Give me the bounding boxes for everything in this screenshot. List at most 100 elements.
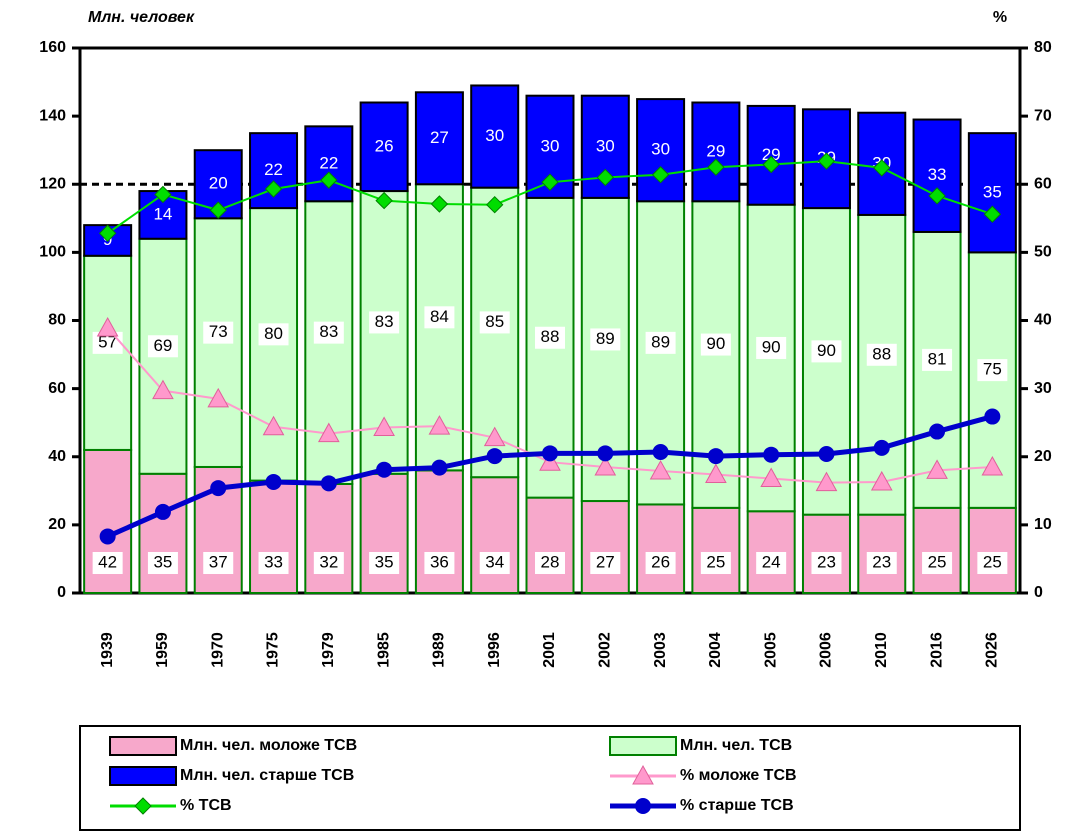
data-label-bg bbox=[866, 552, 897, 574]
line-marker bbox=[265, 473, 282, 490]
data-label-bg bbox=[203, 321, 234, 344]
y2-tick-label: 60 bbox=[1034, 175, 1052, 192]
line-marker bbox=[264, 180, 283, 198]
data-label: 88 bbox=[541, 327, 560, 346]
line-marker bbox=[873, 159, 891, 177]
data-label: 34 bbox=[485, 552, 504, 571]
line-marker bbox=[207, 387, 230, 408]
data-label-bg bbox=[424, 552, 455, 574]
data-label-bg bbox=[479, 311, 510, 334]
data-label-bg bbox=[811, 552, 842, 574]
bar-segment bbox=[912, 506, 962, 594]
line-marker bbox=[542, 445, 558, 462]
data-label-bg bbox=[590, 552, 621, 574]
x-tick-label: 2026 bbox=[984, 632, 1001, 668]
legend-marker bbox=[134, 797, 152, 815]
data-label: 28 bbox=[541, 552, 560, 571]
data-label-bg bbox=[535, 552, 565, 574]
data-label: 37 bbox=[209, 552, 228, 571]
line-marker bbox=[485, 195, 504, 214]
line-marker bbox=[983, 205, 1002, 223]
bar-segment bbox=[414, 469, 464, 594]
line-marker bbox=[262, 415, 285, 436]
legend-marker bbox=[635, 798, 651, 814]
line-marker bbox=[873, 439, 890, 456]
line-marker bbox=[541, 173, 559, 191]
y-tick-label: 20 bbox=[48, 516, 66, 533]
data-label: 90 bbox=[706, 334, 725, 353]
data-label: 83 bbox=[319, 322, 338, 341]
line-marker bbox=[209, 201, 227, 219]
data-label: 57 bbox=[98, 332, 117, 351]
bar-segment bbox=[470, 84, 520, 189]
bar-segment bbox=[636, 503, 686, 594]
data-label: 23 bbox=[872, 552, 891, 571]
bar-segment bbox=[249, 479, 299, 594]
line-marker bbox=[981, 455, 1004, 476]
line-marker bbox=[96, 316, 119, 337]
y-tick-label: 0 bbox=[57, 584, 66, 601]
bar-segment bbox=[580, 500, 630, 594]
data-label: 36 bbox=[430, 552, 449, 571]
y2-tick-label: 80 bbox=[1034, 39, 1052, 56]
bar-segment bbox=[857, 213, 907, 516]
line-marker bbox=[483, 426, 506, 447]
bar-segment bbox=[691, 101, 741, 203]
data-label-bg bbox=[977, 552, 1008, 574]
y-tick-label: 100 bbox=[39, 244, 66, 261]
y-tick-label: 60 bbox=[48, 380, 66, 397]
line-marker bbox=[154, 185, 172, 204]
x-tick-label: 1939 bbox=[99, 632, 116, 668]
line-marker bbox=[373, 416, 395, 436]
bar-segment bbox=[967, 506, 1017, 594]
data-label: 83 bbox=[375, 312, 394, 331]
data-label: 69 bbox=[153, 336, 172, 355]
x-tick-label: 1975 bbox=[265, 632, 282, 668]
y2-tick-label: 30 bbox=[1034, 380, 1052, 397]
legend-label: % моложе ТСВ bbox=[680, 767, 797, 784]
legend-label: % старше ТСВ bbox=[680, 797, 794, 814]
line-marker bbox=[317, 422, 340, 443]
x-tick-label: 2003 bbox=[652, 632, 669, 668]
line-marker bbox=[597, 445, 614, 462]
data-label: 33 bbox=[264, 552, 283, 571]
legend-swatch bbox=[609, 736, 677, 756]
data-label: 73 bbox=[209, 322, 228, 341]
data-label: 32 bbox=[319, 552, 338, 571]
line-marker bbox=[652, 443, 669, 460]
data-label: 85 bbox=[485, 312, 504, 331]
line-marker bbox=[98, 224, 117, 243]
line-marker bbox=[707, 158, 725, 176]
x-tick-label: 2004 bbox=[707, 632, 724, 668]
line-marker bbox=[154, 503, 171, 520]
data-label: 90 bbox=[762, 337, 781, 356]
bar-segment bbox=[414, 91, 464, 186]
data-label: 89 bbox=[651, 332, 670, 351]
data-label: 90 bbox=[817, 341, 836, 360]
data-label: 26 bbox=[651, 552, 670, 571]
line-marker bbox=[431, 459, 448, 476]
bar-segment bbox=[691, 506, 741, 594]
data-label: 23 bbox=[817, 552, 836, 571]
data-label: 20 bbox=[209, 174, 228, 193]
legend-label: Млн. чел. ТСВ bbox=[680, 737, 792, 754]
data-label: 25 bbox=[706, 552, 725, 571]
bar-segment bbox=[636, 98, 686, 203]
x-tick-label: 1996 bbox=[486, 632, 503, 668]
y-tick-label: 140 bbox=[39, 107, 66, 124]
legend-label: Млн. чел. старше ТСВ bbox=[180, 767, 354, 784]
data-label-bg bbox=[756, 552, 787, 574]
data-label: 25 bbox=[983, 552, 1002, 571]
y2-tick-label: 50 bbox=[1034, 244, 1052, 261]
y2-tick-label: 10 bbox=[1034, 516, 1052, 533]
data-label: 89 bbox=[596, 329, 615, 348]
y-tick-label: 120 bbox=[39, 175, 66, 192]
x-tick-label: 2006 bbox=[818, 632, 835, 668]
bar-segment bbox=[359, 101, 409, 193]
y-axis-title: Млн. человек bbox=[88, 9, 195, 26]
data-label: 81 bbox=[928, 349, 947, 368]
x-tick-label: 1985 bbox=[375, 632, 392, 668]
data-label: 35 bbox=[153, 552, 172, 571]
line-marker bbox=[760, 467, 783, 488]
y-tick-label: 160 bbox=[39, 39, 66, 56]
